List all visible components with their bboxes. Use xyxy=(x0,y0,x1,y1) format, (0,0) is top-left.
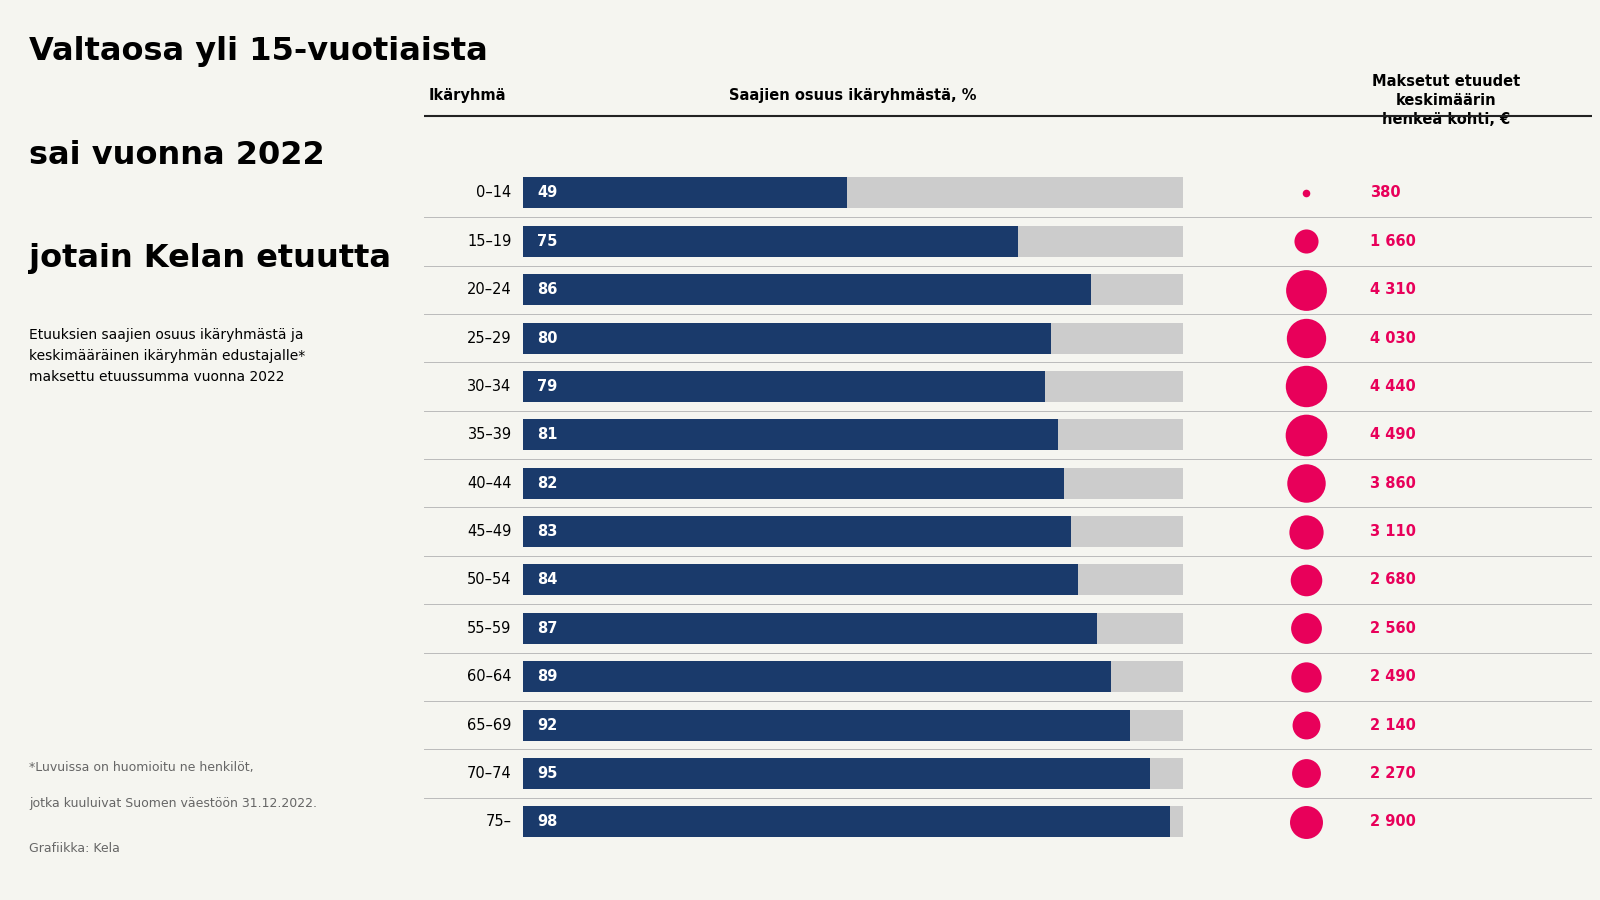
Bar xyxy=(523,613,1184,644)
Bar xyxy=(523,564,1184,596)
Text: 87: 87 xyxy=(538,621,558,635)
Text: 2 270: 2 270 xyxy=(1370,766,1416,781)
Bar xyxy=(523,177,846,209)
Text: 49: 49 xyxy=(538,185,557,201)
Point xyxy=(1293,234,1318,248)
Text: 4 440: 4 440 xyxy=(1370,379,1416,394)
Bar xyxy=(523,322,1184,354)
Text: 4 490: 4 490 xyxy=(1370,428,1416,442)
Point xyxy=(1293,428,1318,442)
Text: 4 030: 4 030 xyxy=(1370,330,1416,346)
Text: 50–54: 50–54 xyxy=(467,572,512,588)
Bar xyxy=(523,709,1184,741)
Bar xyxy=(523,613,1098,644)
Point xyxy=(1293,331,1318,346)
Text: Valtaosa yli 15-vuotiaista: Valtaosa yli 15-vuotiaista xyxy=(29,36,488,67)
Text: 15–19: 15–19 xyxy=(467,234,512,248)
Text: Ikäryhmä: Ikäryhmä xyxy=(429,88,507,104)
Text: 84: 84 xyxy=(538,572,558,588)
Text: 4 310: 4 310 xyxy=(1370,283,1416,297)
Text: Maksetut etuudet
keskimäärin
henkeä kohti, €: Maksetut etuudet keskimäärin henkeä koht… xyxy=(1371,75,1520,127)
Bar xyxy=(523,274,1091,305)
Text: 30–34: 30–34 xyxy=(467,379,512,394)
Bar xyxy=(523,709,1131,741)
Bar xyxy=(523,806,1170,837)
Text: 79: 79 xyxy=(538,379,557,394)
Bar xyxy=(523,564,1078,596)
Point xyxy=(1293,283,1318,297)
Text: 65–69: 65–69 xyxy=(467,717,512,733)
Text: 83: 83 xyxy=(538,524,558,539)
Bar xyxy=(523,177,1184,209)
Point xyxy=(1293,525,1318,539)
Bar xyxy=(523,371,1045,402)
Bar xyxy=(523,516,1070,547)
Text: sai vuonna 2022: sai vuonna 2022 xyxy=(29,140,325,170)
Bar xyxy=(523,226,1018,256)
Bar xyxy=(523,516,1184,547)
Bar xyxy=(523,468,1064,499)
Text: 75–: 75– xyxy=(486,814,512,829)
Text: Saajien osuus ikäryhmästä, %: Saajien osuus ikäryhmästä, % xyxy=(730,88,978,104)
Text: 95: 95 xyxy=(538,766,558,781)
Point xyxy=(1293,814,1318,829)
Text: 2 680: 2 680 xyxy=(1370,572,1416,588)
Point xyxy=(1293,670,1318,684)
Text: 75: 75 xyxy=(538,234,558,248)
Bar xyxy=(523,419,1058,450)
Point xyxy=(1293,572,1318,587)
Bar xyxy=(523,806,1184,837)
Text: 20–24: 20–24 xyxy=(467,283,512,297)
Bar xyxy=(523,758,1150,789)
Text: 81: 81 xyxy=(538,428,558,442)
Text: 70–74: 70–74 xyxy=(467,766,512,781)
Point xyxy=(1293,476,1318,491)
Text: 2 560: 2 560 xyxy=(1370,621,1416,635)
Text: Etuuksien saajien osuus ikäryhmästä ja
keskimääräinen ikäryhmän edustajalle*
mak: Etuuksien saajien osuus ikäryhmästä ja k… xyxy=(29,328,306,383)
Text: 1 660: 1 660 xyxy=(1370,234,1416,248)
Bar xyxy=(523,226,1184,256)
Bar xyxy=(523,662,1184,692)
Bar xyxy=(523,662,1110,692)
Text: 2 140: 2 140 xyxy=(1370,717,1416,733)
Bar xyxy=(523,468,1184,499)
Text: 2 490: 2 490 xyxy=(1370,670,1416,684)
Text: 40–44: 40–44 xyxy=(467,476,512,491)
Point xyxy=(1293,185,1318,200)
Point xyxy=(1293,766,1318,780)
Text: 80: 80 xyxy=(538,330,558,346)
Text: 3 860: 3 860 xyxy=(1370,476,1416,491)
Text: 3 110: 3 110 xyxy=(1370,524,1416,539)
Text: 92: 92 xyxy=(538,717,557,733)
Text: 35–39: 35–39 xyxy=(467,428,512,442)
Point xyxy=(1293,718,1318,733)
Point xyxy=(1293,379,1318,393)
Bar xyxy=(523,322,1051,354)
Text: 55–59: 55–59 xyxy=(467,621,512,635)
Text: 2 900: 2 900 xyxy=(1370,814,1416,829)
Text: Grafiikka: Kela: Grafiikka: Kela xyxy=(29,842,120,854)
Bar xyxy=(523,419,1184,450)
Text: 98: 98 xyxy=(538,814,558,829)
Bar xyxy=(523,758,1184,789)
Bar xyxy=(523,274,1184,305)
Text: 86: 86 xyxy=(538,283,558,297)
Text: jotain Kelan etuutta: jotain Kelan etuutta xyxy=(29,243,390,274)
Bar xyxy=(523,371,1184,402)
Text: 25–29: 25–29 xyxy=(467,330,512,346)
Text: jotka kuuluivat Suomen väestöön 31.12.2022.: jotka kuuluivat Suomen väestöön 31.12.20… xyxy=(29,796,317,809)
Text: 45–49: 45–49 xyxy=(467,524,512,539)
Text: 60–64: 60–64 xyxy=(467,670,512,684)
Text: 0–14: 0–14 xyxy=(477,185,512,201)
Text: 89: 89 xyxy=(538,670,558,684)
Point xyxy=(1293,621,1318,635)
Text: *Luvuissa on huomioitu ne henkilöt,: *Luvuissa on huomioitu ne henkilöt, xyxy=(29,760,253,773)
Text: 82: 82 xyxy=(538,476,558,491)
Text: 380: 380 xyxy=(1370,185,1400,201)
